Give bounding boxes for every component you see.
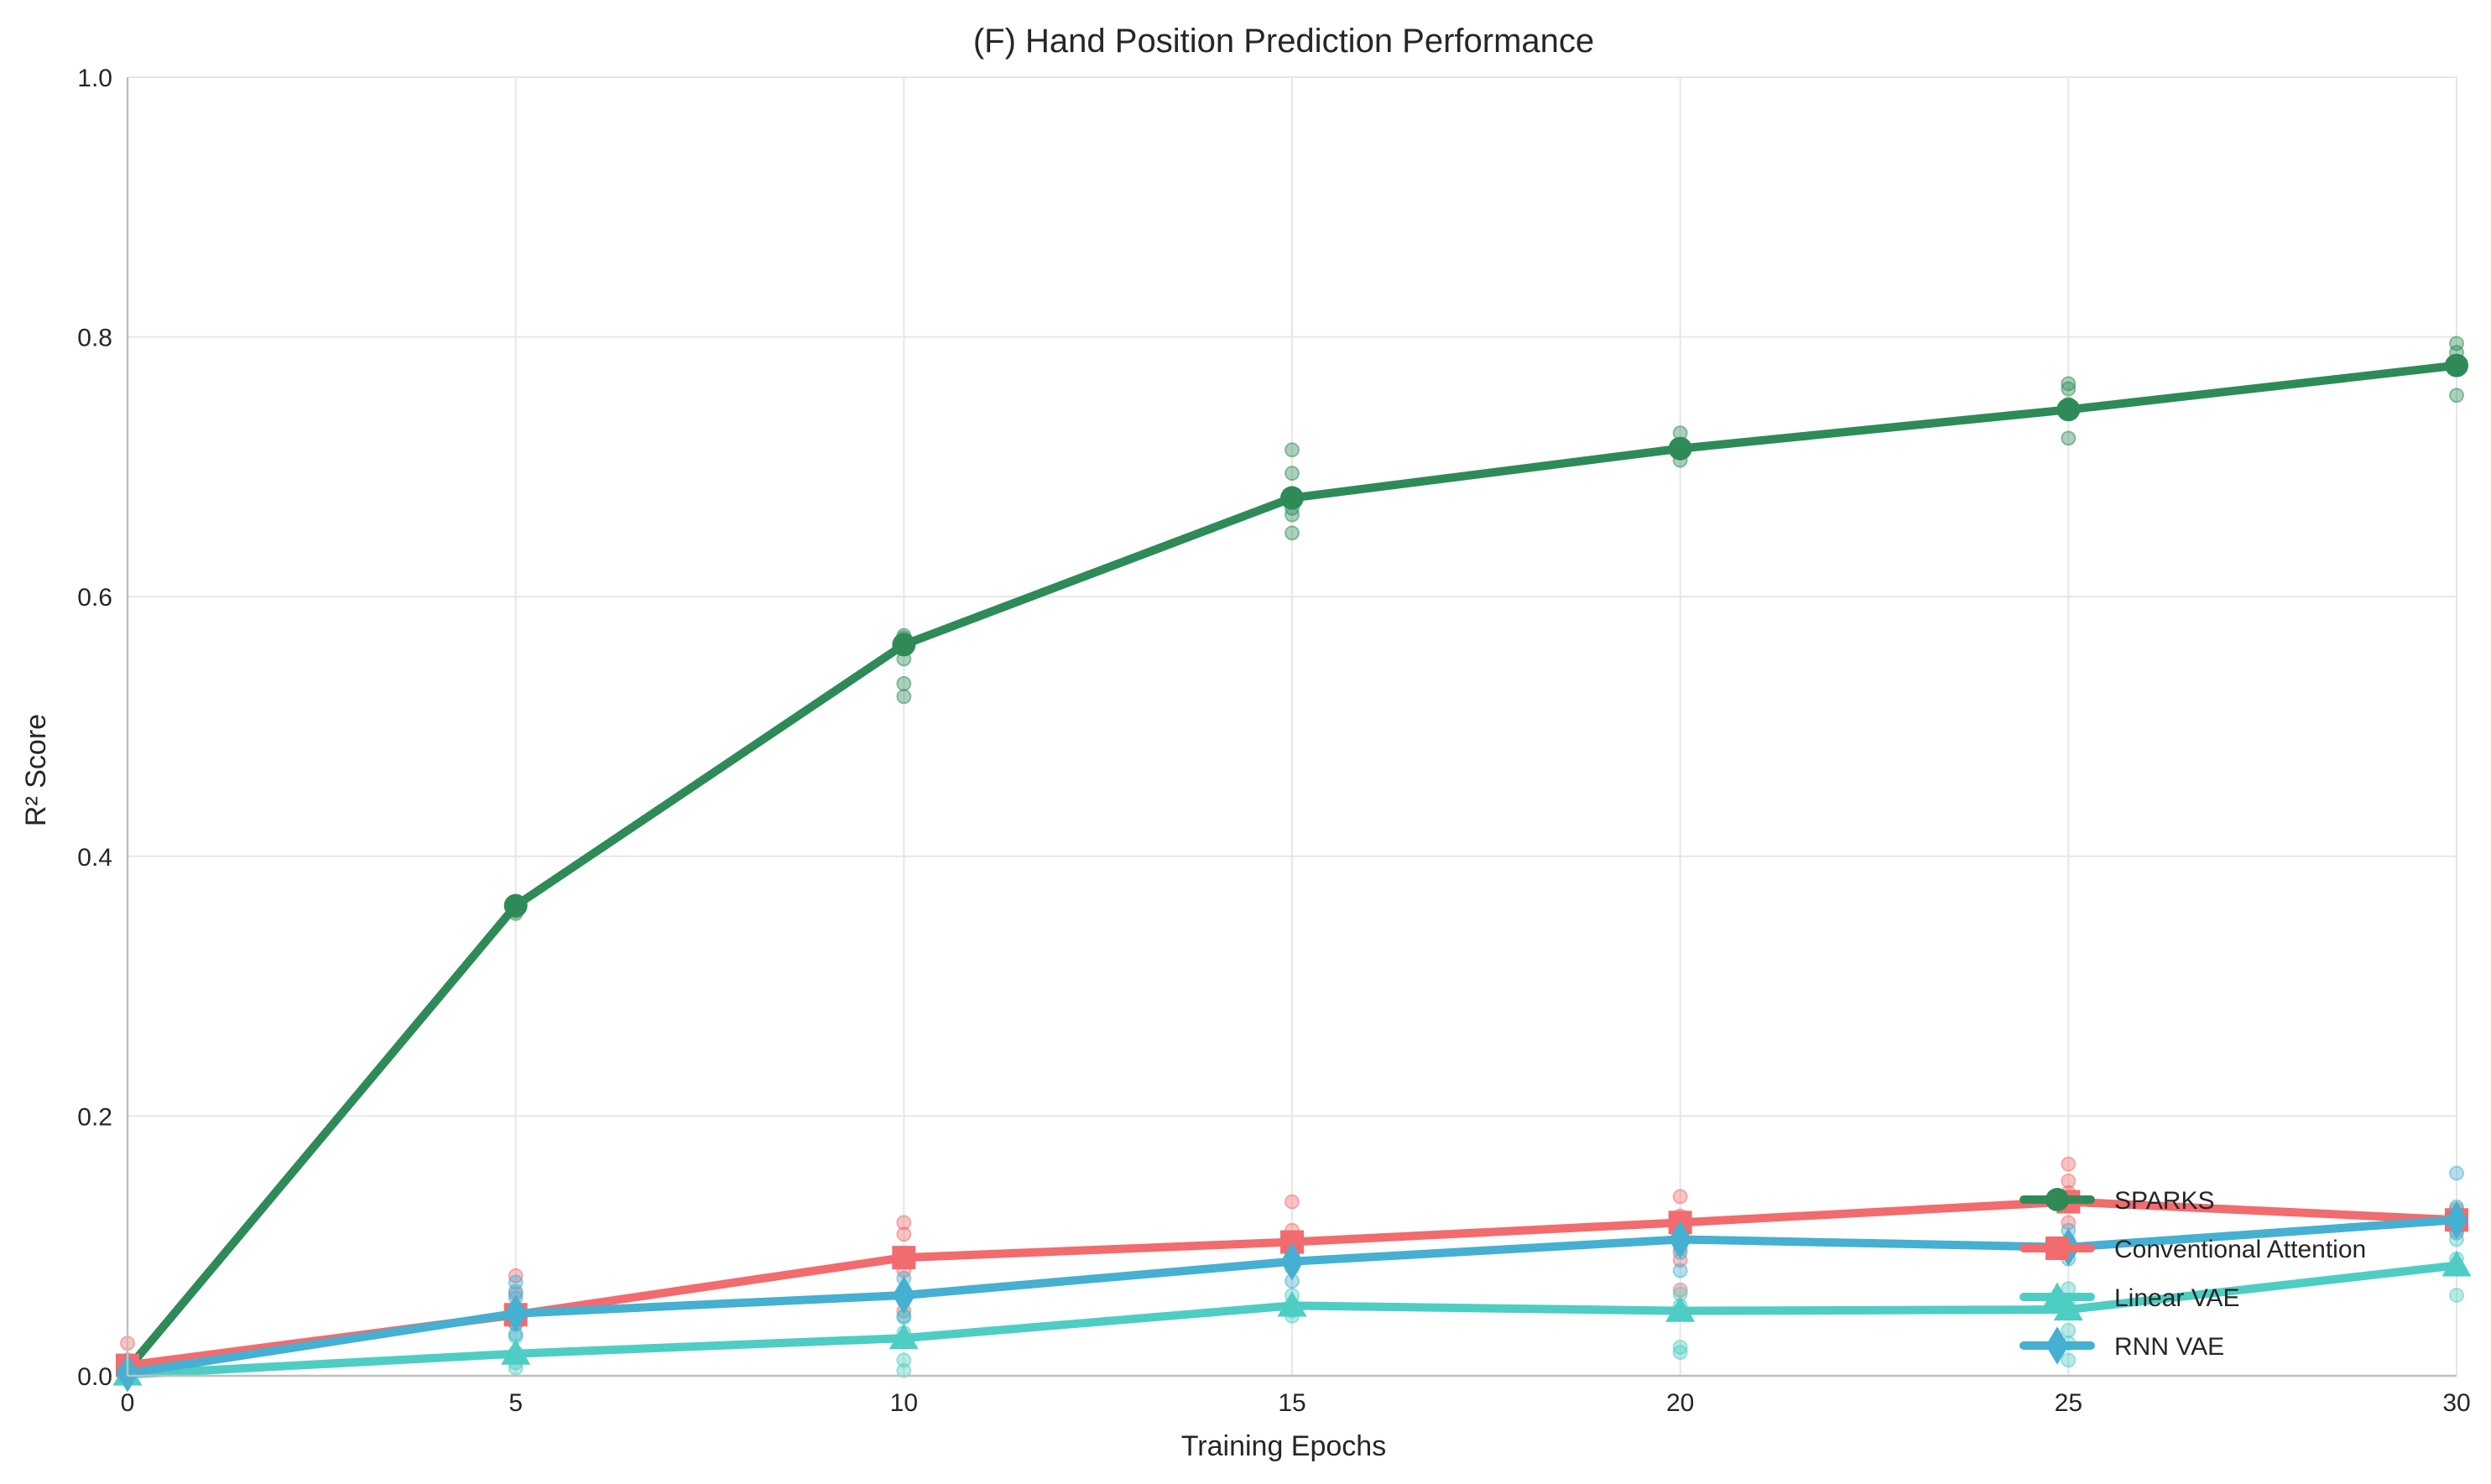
- series-marker: [892, 633, 916, 657]
- grid-lines: [127, 76, 2457, 1377]
- legend-label: Conventional Attention: [2114, 1236, 2366, 1263]
- trial-point: [2061, 376, 2077, 392]
- series-marker: [2441, 1250, 2472, 1277]
- x-axis-label: Training Epochs: [1181, 1430, 1386, 1462]
- y-tick-label: 0.6: [77, 584, 112, 612]
- trial-point: [896, 1215, 912, 1231]
- series-marker: [892, 1246, 916, 1270]
- trial-point: [1672, 1189, 1688, 1205]
- trial-point: [896, 1362, 912, 1378]
- trial-point: [896, 1352, 912, 1368]
- legend-label: Linear VAE: [2114, 1284, 2240, 1312]
- trial-point: [2061, 1173, 2077, 1189]
- series-marker: [503, 893, 528, 918]
- series-marker: [501, 1339, 531, 1365]
- legend-marker: [2045, 1326, 2069, 1365]
- series-marker: [1277, 1290, 1307, 1317]
- series-lines: [112, 353, 2472, 1393]
- trial-point: [2061, 1322, 2077, 1338]
- legend-label: RNN VAE: [2114, 1333, 2224, 1361]
- legend-marker: [2045, 1237, 2069, 1260]
- trial-point: [1672, 1339, 1688, 1355]
- x-tick-label: 15: [1278, 1389, 1305, 1417]
- trial-point: [1672, 1345, 1688, 1361]
- trial-point: [1285, 442, 1300, 458]
- trial-point: [1285, 466, 1300, 482]
- y-tick-label: 0.8: [77, 325, 112, 352]
- trial-point: [2061, 1156, 2077, 1172]
- series-marker: [504, 1294, 528, 1333]
- trial-point: [2449, 388, 2464, 404]
- trial-point: [1285, 1194, 1300, 1210]
- y-axis-label: R² Score: [20, 714, 52, 826]
- x-tick-label: 30: [2442, 1389, 2470, 1417]
- series-marker: [889, 1323, 919, 1350]
- series-marker: [1280, 1242, 1304, 1281]
- series-marker: [2445, 353, 2468, 378]
- series-marker: [2056, 398, 2081, 422]
- y-tick-label: 0.2: [77, 1103, 112, 1131]
- trial-point: [2061, 1352, 2077, 1368]
- y-tick-label: 0.0: [77, 1363, 112, 1391]
- x-tick-label: 0: [121, 1389, 135, 1417]
- legend: SPARKS Conventional Attention Linear VAE RN…: [2019, 1187, 2366, 1365]
- trial-point: [1672, 1263, 1688, 1278]
- series-marker: [1668, 436, 1692, 461]
- trial-point: [2449, 1288, 2464, 1304]
- x-tick-label: 20: [1666, 1389, 1694, 1417]
- legend-marker: [2045, 1188, 2069, 1211]
- series-marker: [1280, 486, 1304, 510]
- series-marker: [1665, 1296, 1696, 1322]
- x-tick-label: 25: [2055, 1389, 2082, 1417]
- tick-labels: 0 5 10 15 20 25 30 0.0 0.2 0.4 0.6 0.8 1.0: [77, 65, 2470, 1417]
- x-tick-label: 10: [890, 1389, 918, 1417]
- axes: [126, 77, 2457, 1377]
- series-marker: [892, 1276, 915, 1315]
- trial-point: [2449, 1165, 2464, 1181]
- x-tick-label: 5: [508, 1389, 523, 1417]
- chart-title: (F) Hand Position Prediction Performance: [973, 23, 1594, 60]
- y-tick-label: 0.4: [77, 844, 112, 872]
- trial-point: [896, 689, 912, 705]
- y-tick-label: 1.0: [77, 65, 112, 92]
- trial-point: [896, 675, 912, 691]
- trial-point: [896, 1226, 912, 1242]
- trial-point: [2061, 430, 2077, 446]
- trial-point: [2061, 381, 2077, 397]
- legend-label: SPARKS: [2114, 1187, 2215, 1215]
- legend-marker: [2042, 1282, 2072, 1309]
- series-marker: [2445, 1200, 2468, 1239]
- series-marker: [1669, 1220, 1692, 1259]
- trial-point: [1285, 525, 1300, 541]
